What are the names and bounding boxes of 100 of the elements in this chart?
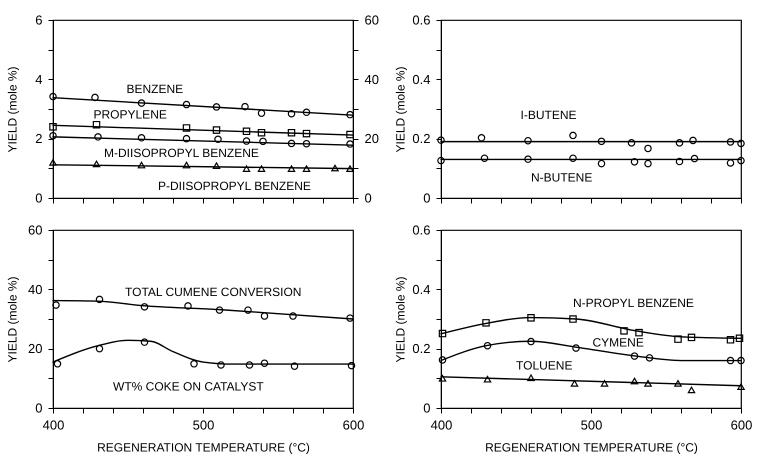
y-tick-label: 0 [423,190,430,206]
point [212,103,220,111]
point [527,314,535,322]
x-tick-label: 500 [192,418,214,432]
point [96,344,104,352]
y2-tick-label: 20 [364,131,379,146]
point [96,296,104,304]
y-axis-title: YIELD (mole %) [394,66,408,153]
y-tick-label: 6 [35,12,42,28]
point [737,140,745,148]
annotation: BENZENE [126,82,184,96]
point [630,158,638,166]
x-tick-label: 600 [342,418,364,432]
point [259,138,267,146]
y-tick-label: 0.2 [412,341,430,356]
point [572,344,580,352]
y2-tick-label: 40 [364,72,379,87]
point [242,127,250,136]
point [726,356,734,364]
point [212,162,220,169]
y2-tick-label: 0 [364,190,372,206]
y-tick-label: 0 [35,190,42,206]
point [690,154,698,162]
point [140,338,148,346]
point [570,380,578,387]
point [726,336,734,344]
point [478,134,486,142]
point [524,136,532,144]
point [480,154,488,162]
point [138,134,146,142]
point [644,380,652,387]
point [182,100,190,108]
point [726,138,734,146]
y-tick-label: 40 [28,282,42,297]
point [94,133,102,141]
point [737,383,745,390]
point [644,144,652,152]
point [437,156,445,164]
y-tick-label: 0 [423,400,430,416]
point [49,123,57,131]
point [288,110,296,118]
point [438,374,446,382]
point [258,128,266,136]
point [569,315,577,323]
point [484,342,492,350]
point [737,156,745,164]
point [288,140,296,148]
point [620,327,628,335]
y-tick-label: 20 [28,341,42,356]
point [258,109,266,117]
point [635,328,643,336]
point [644,160,652,168]
x-tick-label: 400 [430,418,452,432]
point [241,102,249,110]
y-axis-title: YIELD (mole %) [6,66,20,153]
point [49,92,57,100]
annotation: WT% COKE ON CATALYST [113,380,264,394]
point [138,162,146,168]
point [482,319,490,327]
x-tick-label: 500 [580,418,602,432]
y-tick-label: 2 [35,131,42,146]
point [674,335,682,343]
point [216,306,224,314]
point [346,165,354,172]
point [676,158,684,166]
point [91,94,99,102]
x-axis-title: REGENERATION TEMPERATURE (°C) [485,440,698,454]
annotation: TOLUENE [516,358,572,372]
point [246,361,254,369]
point [484,376,492,383]
point [182,162,190,168]
annotation: N-BUTENE [531,170,592,185]
point [49,159,57,166]
point [140,303,148,311]
point [302,130,310,138]
point [190,360,198,368]
point [689,136,697,144]
point [438,356,446,364]
point [242,137,250,145]
point [598,160,606,168]
point [331,164,339,172]
point [214,136,222,144]
x-tick-label: 400 [42,418,64,432]
point [630,378,638,384]
point [217,361,225,369]
point [258,165,266,172]
y-tick-label: 0.6 [412,12,430,28]
point [184,302,192,310]
point [527,338,535,346]
point [244,306,252,314]
point [600,380,608,387]
annotation: M-DIISOPROPYL BENZENE [104,146,259,160]
point [182,124,190,132]
annotation: PROPYLENE [94,108,167,122]
point [438,330,446,338]
annotation: N-PROPYL BENZENE [573,296,694,310]
y2-tick-label: 60 [364,12,379,28]
point [92,120,100,128]
point [569,154,577,162]
point [182,134,190,142]
